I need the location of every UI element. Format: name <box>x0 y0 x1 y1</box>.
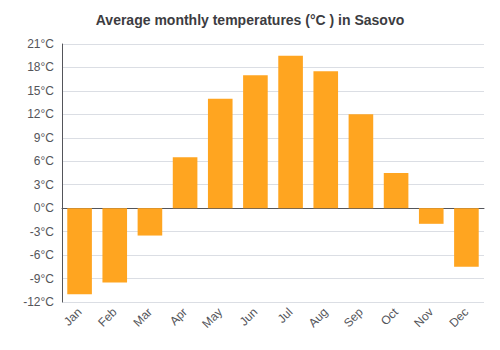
svg-text:Jan: Jan <box>61 305 85 329</box>
svg-text:Jun: Jun <box>237 305 261 329</box>
svg-text:-12°C: -12°C <box>23 295 54 309</box>
svg-text:6°C: 6°C <box>34 154 54 168</box>
svg-text:0°C: 0°C <box>34 201 54 215</box>
svg-text:-3°C: -3°C <box>30 225 54 239</box>
svg-text:21°C: 21°C <box>27 37 54 51</box>
svg-text:May: May <box>199 305 225 331</box>
svg-text:-6°C: -6°C <box>30 248 54 262</box>
svg-text:Oct: Oct <box>378 305 402 329</box>
svg-text:Feb: Feb <box>95 305 120 330</box>
svg-text:Dec: Dec <box>446 305 471 330</box>
svg-text:Mar: Mar <box>130 305 155 329</box>
svg-text:Nov: Nov <box>411 305 436 330</box>
svg-text:Average monthly temperatures (: Average monthly temperatures (°C ) in Sa… <box>96 12 405 28</box>
svg-text:-9°C: -9°C <box>30 272 54 286</box>
svg-text:Jul: Jul <box>275 305 296 326</box>
svg-text:9°C: 9°C <box>34 131 54 145</box>
svg-text:3°C: 3°C <box>34 178 54 192</box>
svg-text:Apr: Apr <box>167 305 190 328</box>
svg-text:Aug: Aug <box>306 305 331 330</box>
svg-text:Sep: Sep <box>341 305 366 330</box>
svg-text:12°C: 12°C <box>27 107 54 121</box>
svg-text:18°C: 18°C <box>27 60 54 74</box>
svg-text:15°C: 15°C <box>27 84 54 98</box>
